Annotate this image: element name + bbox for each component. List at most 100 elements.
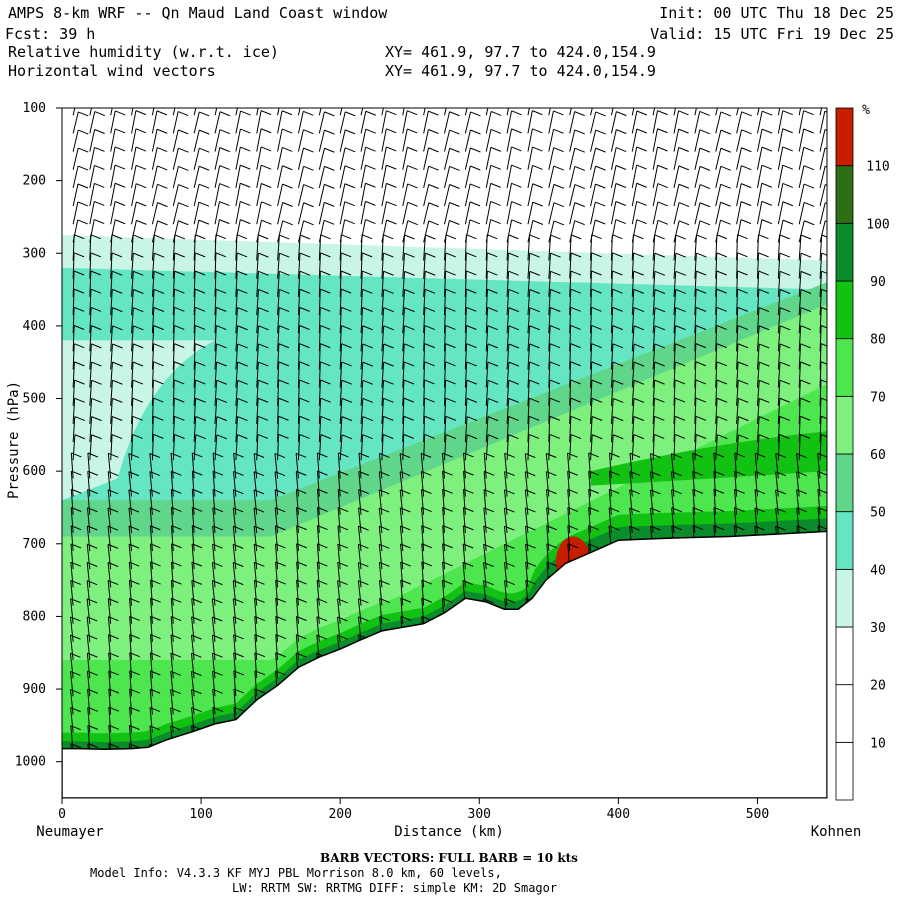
wind-barb [798, 289, 802, 316]
wind-barb-flag [657, 146, 668, 152]
wind-barb [402, 253, 406, 279]
wind-barb [548, 416, 551, 443]
wind-barb [318, 398, 322, 424]
wind-barb [545, 471, 550, 497]
wind-barb-flag [296, 579, 307, 585]
wind-barb-flag [317, 561, 328, 567]
wind-barb [129, 670, 133, 697]
wind-barb-flag [761, 219, 773, 225]
wind-barb [69, 671, 74, 697]
wind-barb [673, 147, 680, 170]
wind-barb [548, 202, 555, 225]
wind-barb-flag [609, 452, 620, 458]
wind-barb-flag [462, 580, 474, 585]
wind-barb [357, 598, 362, 624]
wind-barb-flag [260, 146, 272, 152]
wind-barb [756, 183, 763, 207]
wind-barb [131, 380, 134, 406]
wind-barb [819, 166, 826, 189]
wind-barb [694, 343, 697, 370]
wind-barb-flag [237, 270, 248, 276]
wind-barb [421, 598, 425, 624]
wind-barb [608, 489, 612, 515]
wind-barb [128, 453, 133, 479]
wind-barb [610, 108, 617, 116]
wind-barb [590, 184, 596, 207]
wind-barb [631, 252, 635, 279]
wind-barb [170, 634, 174, 661]
wind-barb-flag [421, 470, 432, 476]
wind-barb [274, 543, 279, 570]
wind-barb [89, 129, 96, 152]
wind-barb-flag [260, 164, 272, 170]
wind-barb-flag [379, 543, 390, 549]
wind-barb-flag [529, 379, 540, 385]
wind-barb [297, 202, 305, 225]
wind-barb [548, 325, 551, 352]
wind-barb-flag [320, 397, 331, 403]
wind-barb [360, 325, 364, 352]
wind-barb-flag [194, 288, 206, 294]
wind-barb-flag [253, 507, 265, 513]
wind-barb-flag [171, 597, 182, 603]
wind-barb-flag [133, 270, 144, 276]
wind-barb-flag [178, 202, 189, 208]
wind-barb-flag [135, 183, 147, 189]
wind-barb [337, 507, 341, 533]
wind-barb-flag [71, 470, 82, 476]
wind-barb-flag [737, 234, 748, 240]
wind-barb [402, 289, 406, 316]
wind-barb [736, 270, 739, 297]
wind-barb [172, 129, 179, 152]
wind-barb-flag [258, 325, 269, 331]
wind-barb [485, 307, 489, 334]
wind-barb-flag [490, 182, 501, 188]
wind-barb [318, 307, 321, 334]
wind-barb-flag [195, 416, 206, 421]
wind-barb-flag [191, 616, 202, 622]
wind-barb-flag [358, 616, 369, 622]
wind-barb-flag [337, 543, 349, 549]
wind-barb [545, 489, 550, 515]
wind-barb [485, 416, 489, 443]
wind-barb [545, 453, 550, 479]
wind-barb [191, 452, 195, 479]
wind-barb [548, 379, 551, 406]
wind-barb-flag [817, 507, 827, 513]
wind-barb-flag [70, 707, 81, 713]
wind-barb [569, 220, 576, 243]
wind-barb-flag [407, 128, 418, 134]
wind-barb [756, 111, 763, 134]
wind-barb-flag [633, 252, 644, 258]
wind-barb-flag [442, 525, 453, 531]
wind-barb-flag [261, 93, 271, 97]
wind-barb [381, 146, 387, 170]
wind-barb [444, 184, 451, 207]
wind-barb-flag [570, 415, 582, 421]
wind-barb [694, 253, 697, 279]
wind-barb [548, 434, 551, 461]
wind-barb-flag [799, 433, 811, 439]
wind-barb [211, 635, 216, 661]
wind-barb-flag [636, 146, 647, 152]
wind-barb-flag [129, 615, 140, 621]
wind-barb [297, 147, 304, 170]
wind-barb-flag [150, 579, 161, 585]
wind-barb-flag [258, 343, 269, 349]
wind-barb-flag [296, 561, 307, 567]
wind-barb [212, 452, 216, 479]
wind-barb [193, 307, 196, 334]
barb-column [587, 108, 606, 750]
wind-barb [715, 111, 722, 134]
wind-barb [233, 689, 237, 715]
wind-barb-flag [424, 325, 435, 330]
wind-barb [131, 128, 137, 152]
wind-barb-flag [734, 507, 745, 513]
wind-barb-flag [216, 416, 227, 422]
wind-barb [548, 361, 551, 388]
wind-barb [548, 147, 555, 170]
wind-barb-flag [570, 288, 581, 294]
wind-barb-flag [278, 361, 289, 367]
wind-barb [360, 108, 367, 116]
wind-barb-flag [721, 94, 731, 98]
